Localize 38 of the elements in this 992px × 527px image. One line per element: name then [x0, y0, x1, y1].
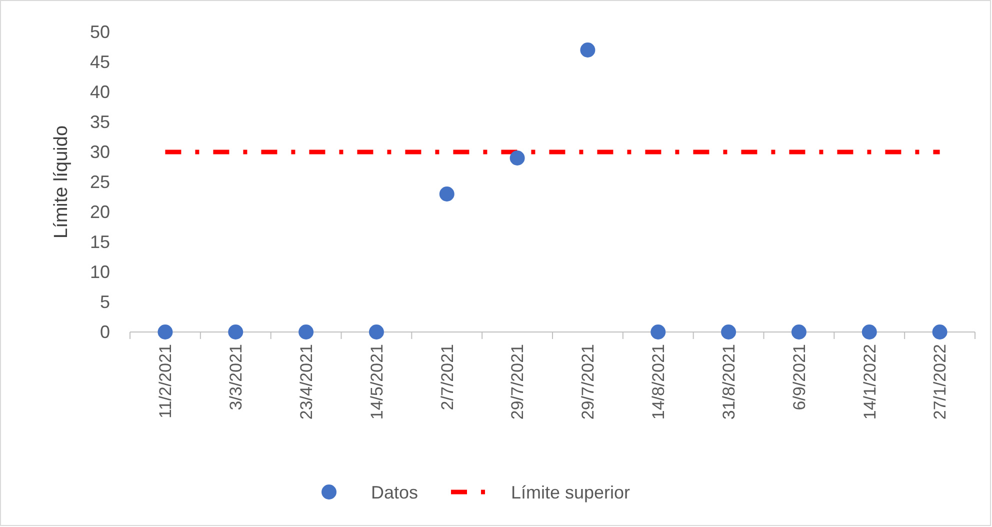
point — [862, 324, 877, 340]
x-tick-label: 29/7/2021 — [578, 344, 598, 420]
point — [791, 324, 806, 340]
y-tick-label: 30 — [90, 142, 110, 162]
y-tick-label: 45 — [90, 52, 110, 72]
x-tick-label: 14/5/2021 — [367, 344, 386, 420]
y-tick-label: 25 — [90, 172, 110, 192]
point — [932, 324, 948, 340]
y-tick-label: 35 — [90, 112, 110, 132]
y-tick-label: 15 — [90, 232, 110, 252]
x-tick-label: 14/8/2021 — [649, 344, 668, 420]
x-tick-label: 14/1/2022 — [860, 344, 880, 420]
point — [439, 186, 454, 202]
y-tick-label: 0 — [100, 322, 110, 342]
y-tick-label: 5 — [100, 292, 110, 312]
point — [721, 324, 736, 340]
x-tick-label: 3/3/2021 — [226, 344, 246, 410]
x-tick-label: 6/9/2021 — [790, 344, 809, 410]
x-tick-label: 29/7/2021 — [508, 344, 528, 420]
y-axis-title: Límite líquido — [51, 125, 72, 239]
point — [368, 324, 384, 340]
x-tick-label: 27/1/2022 — [930, 344, 950, 420]
y-tick-label: 10 — [90, 262, 110, 282]
x-tick-label: 2/7/2021 — [438, 344, 457, 410]
y-tick-label: 40 — [90, 82, 110, 102]
point — [228, 324, 244, 340]
x-tick-label: 31/8/2021 — [719, 344, 738, 420]
x-tick-label: 11/2/2021 — [156, 344, 176, 418]
legend-label: Límite superior — [511, 482, 630, 502]
legend-label: Datos — [371, 482, 418, 502]
x-tick-label: 23/4/2021 — [296, 344, 316, 420]
y-tick-label: 50 — [90, 22, 110, 42]
point — [298, 324, 314, 340]
point — [580, 42, 596, 58]
point — [158, 324, 173, 340]
point — [510, 150, 525, 166]
y-tick-label: 20 — [90, 202, 110, 222]
point — [650, 324, 666, 340]
